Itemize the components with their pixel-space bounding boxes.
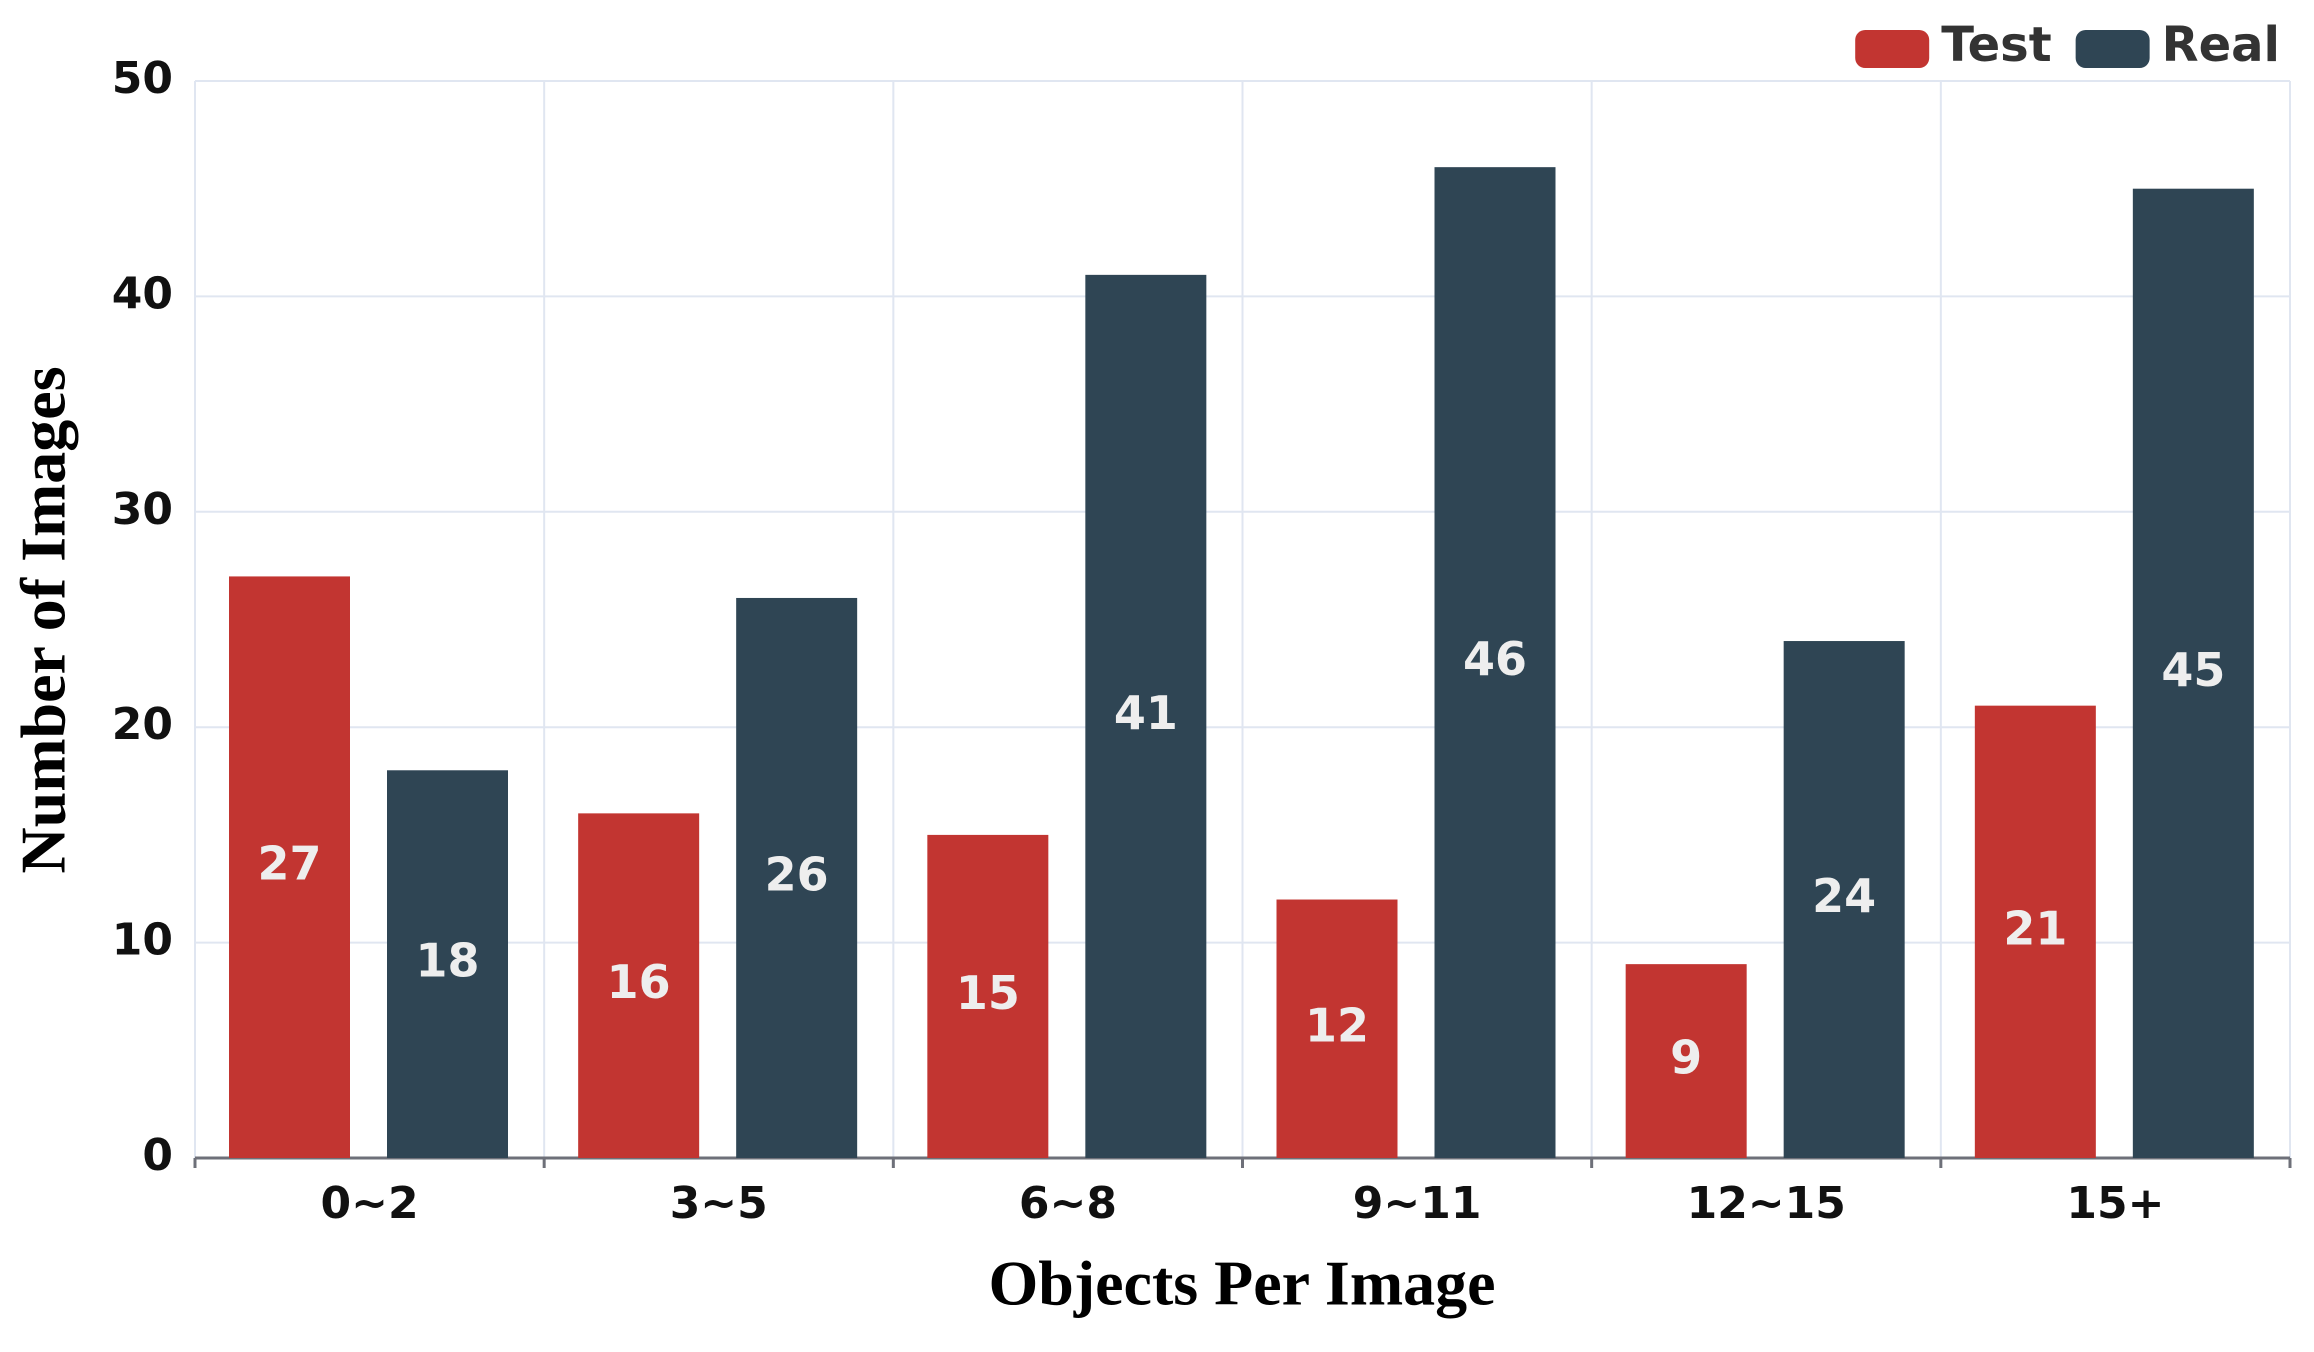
y-tick-label: 0 bbox=[142, 1130, 173, 1181]
bar bbox=[1783, 641, 1905, 1158]
value-label: 46 bbox=[1463, 632, 1527, 686]
y-tick-label: 40 bbox=[112, 268, 173, 319]
bar bbox=[736, 597, 858, 1158]
x-tick-label: 9~11 bbox=[1353, 1178, 1482, 1229]
x-tick-label: 15+ bbox=[2066, 1178, 2164, 1229]
bar bbox=[1085, 274, 1207, 1158]
bar bbox=[1434, 167, 1556, 1158]
value-label: 18 bbox=[415, 934, 479, 988]
y-tick-label: 30 bbox=[112, 484, 173, 535]
bar bbox=[387, 770, 508, 1158]
bar bbox=[1974, 705, 2096, 1158]
legend-swatch bbox=[1855, 30, 1930, 68]
y-axis-title: Number of Images bbox=[8, 366, 79, 873]
value-label: 27 bbox=[257, 837, 321, 891]
legend-label: Real bbox=[2162, 17, 2280, 73]
value-label: 21 bbox=[2003, 901, 2067, 955]
value-label: 24 bbox=[1812, 869, 1876, 923]
bar bbox=[229, 576, 350, 1158]
value-label: 9 bbox=[1670, 1031, 1702, 1085]
bar bbox=[927, 834, 1049, 1158]
x-axis-title: Objects Per Image bbox=[988, 1248, 1495, 1319]
value-label: 12 bbox=[1305, 998, 1369, 1052]
bar bbox=[1276, 899, 1398, 1158]
y-tick-label: 20 bbox=[112, 699, 173, 750]
bar bbox=[2132, 188, 2254, 1158]
legend-label: Test bbox=[1941, 17, 2051, 73]
legend-swatch bbox=[2075, 30, 2150, 68]
bar bbox=[578, 813, 700, 1158]
x-tick-label: 6~8 bbox=[1019, 1178, 1117, 1229]
value-label: 16 bbox=[607, 955, 671, 1009]
y-tick-label: 10 bbox=[112, 915, 173, 966]
value-label: 15 bbox=[956, 966, 1020, 1020]
value-label: 41 bbox=[1114, 686, 1178, 740]
value-label: 45 bbox=[2161, 643, 2225, 697]
x-tick-label: 0~2 bbox=[321, 1178, 419, 1229]
value-label: 26 bbox=[765, 847, 829, 901]
y-tick-label: 50 bbox=[112, 53, 173, 104]
x-tick-label: 12~15 bbox=[1687, 1178, 1846, 1229]
bar bbox=[1625, 964, 1747, 1158]
x-tick-label: 3~5 bbox=[670, 1178, 768, 1229]
